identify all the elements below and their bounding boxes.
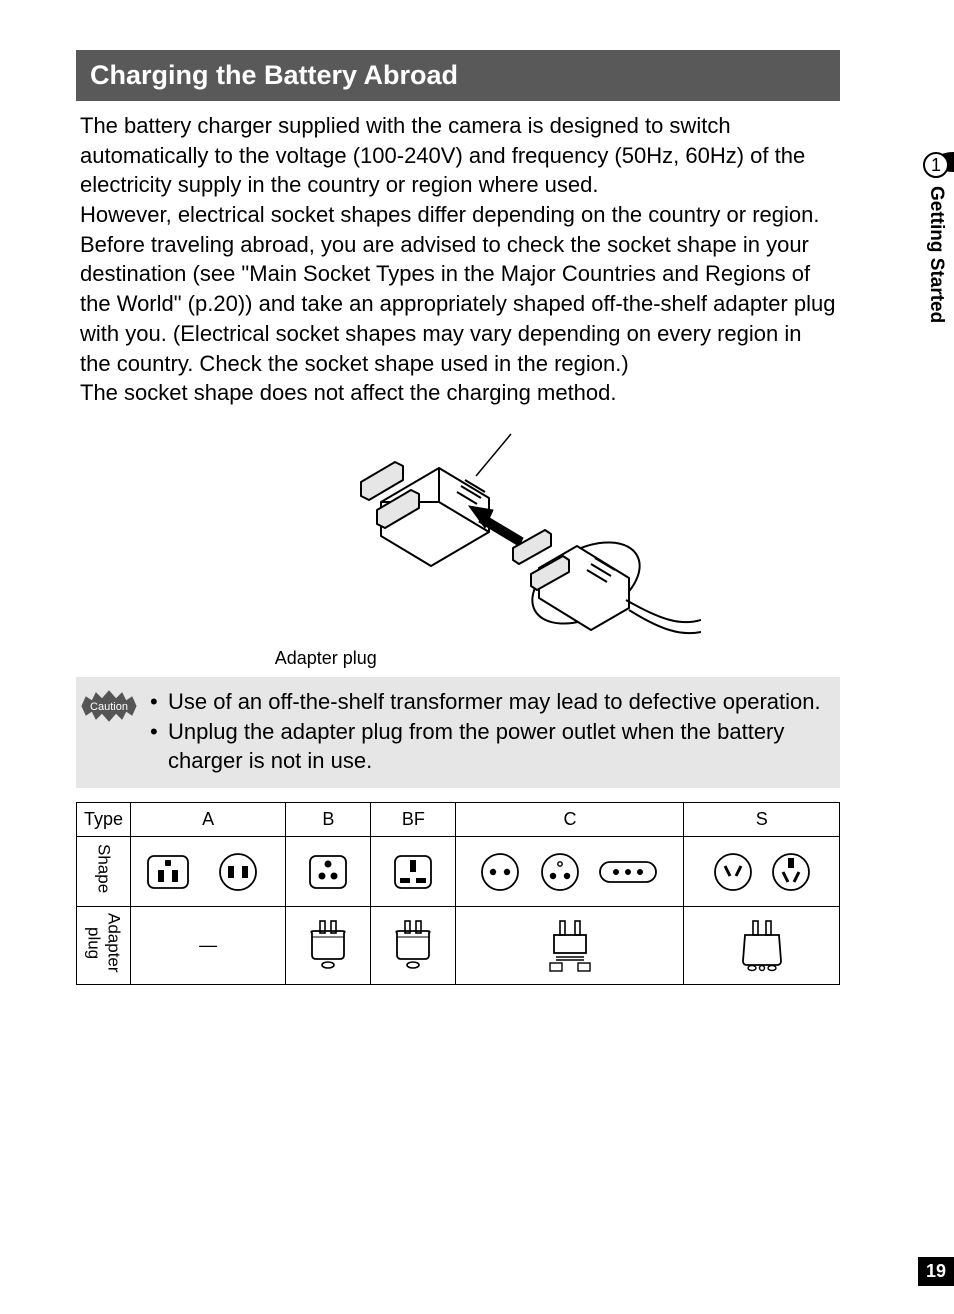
shape-BF	[371, 836, 456, 906]
section-tab-label: Getting Started	[925, 186, 947, 323]
shape-C	[456, 836, 684, 906]
adapter-A: —	[130, 906, 286, 984]
adapter-B	[286, 906, 371, 984]
diagram-label: Adapter plug	[275, 648, 377, 668]
adapter-plug-illustration	[321, 420, 701, 660]
section-tab: 1 Getting Started	[918, 152, 954, 328]
type-B: B	[286, 802, 371, 836]
section-title: Charging the Battery Abroad	[76, 50, 840, 101]
body-paragraph: The battery charger supplied with the ca…	[76, 101, 840, 408]
shape-S	[684, 836, 840, 906]
row-label-adapter: Adapter plug	[83, 907, 123, 979]
row-label-type: Type	[77, 802, 131, 836]
adapter-S	[684, 906, 840, 984]
caution-item: Use of an off-the-shelf transformer may …	[148, 687, 822, 717]
socket-type-table: Type A B BF C S Shape	[76, 802, 840, 985]
caution-item: Unplug the adapter plug from the power o…	[148, 717, 822, 776]
adapter-diagram: Adapter plug	[76, 408, 840, 673]
type-C: C	[456, 802, 684, 836]
section-number: 1	[923, 152, 949, 178]
page-number: 19	[918, 1257, 954, 1286]
row-label-shape: Shape	[93, 838, 113, 899]
shape-B	[286, 836, 371, 906]
caution-badge-icon: Caution	[80, 687, 140, 776]
type-S: S	[684, 802, 840, 836]
shape-A	[130, 836, 286, 906]
svg-text:Caution: Caution	[90, 701, 128, 713]
adapter-BF	[371, 906, 456, 984]
caution-block: Caution Use of an off-the-shelf transfor…	[76, 677, 840, 788]
type-A: A	[130, 802, 286, 836]
adapter-C	[456, 906, 684, 984]
type-BF: BF	[371, 802, 456, 836]
